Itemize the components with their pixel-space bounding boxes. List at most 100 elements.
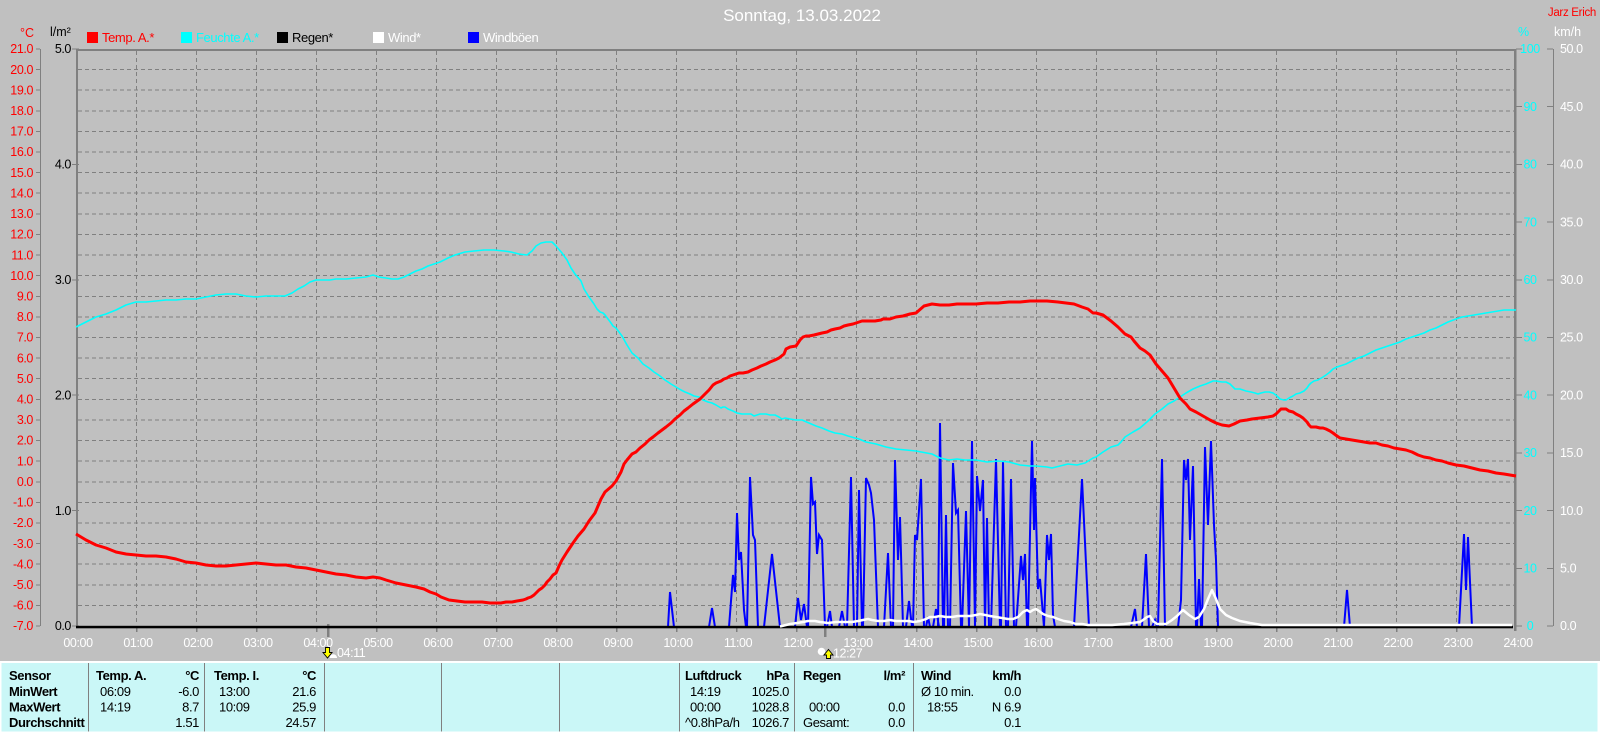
svg-text:05:00: 05:00	[363, 636, 393, 650]
svg-text:2.0: 2.0	[17, 434, 34, 448]
svg-text:30.0: 30.0	[1560, 273, 1583, 287]
svg-text:°C: °C	[20, 26, 34, 40]
svg-text:Windböen: Windböen	[483, 30, 539, 45]
svg-text:100: 100	[1520, 42, 1540, 56]
svg-text:0.0: 0.0	[888, 715, 905, 730]
svg-text:8.0: 8.0	[17, 310, 34, 324]
svg-text:40: 40	[1523, 388, 1537, 402]
svg-text:0.0: 0.0	[55, 619, 72, 633]
svg-text:13:00: 13:00	[843, 636, 873, 650]
svg-text:06:09: 06:09	[100, 684, 131, 699]
svg-text:%: %	[1518, 25, 1529, 39]
svg-text:35.0: 35.0	[1560, 215, 1583, 229]
svg-text:-5.0: -5.0	[13, 578, 33, 592]
svg-text:14:19: 14:19	[100, 700, 131, 715]
svg-text:03:00: 03:00	[243, 636, 273, 650]
svg-text:50.0: 50.0	[1560, 42, 1583, 56]
svg-text:04:00: 04:00	[303, 636, 333, 650]
svg-text:1.51: 1.51	[175, 715, 199, 730]
svg-text:15.0: 15.0	[1560, 446, 1583, 460]
svg-text:MinWert: MinWert	[9, 684, 58, 699]
svg-text:4.0: 4.0	[55, 158, 72, 172]
svg-text:25.9: 25.9	[292, 700, 316, 715]
svg-text:-4.0: -4.0	[13, 557, 33, 571]
svg-text:Temp. A.*: Temp. A.*	[102, 30, 154, 45]
svg-text:45.0: 45.0	[1560, 100, 1583, 114]
svg-text:90: 90	[1523, 100, 1537, 114]
svg-text:0.0: 0.0	[888, 700, 905, 715]
svg-text:4.0: 4.0	[17, 393, 34, 407]
svg-text:Temp. I.: Temp. I.	[214, 668, 259, 683]
svg-text:3.0: 3.0	[17, 413, 34, 427]
svg-text:19:00: 19:00	[1203, 636, 1233, 650]
svg-text:km/h: km/h	[992, 668, 1021, 683]
svg-text:19.0: 19.0	[10, 83, 33, 97]
svg-text:08:00: 08:00	[543, 636, 573, 650]
svg-text:15.0: 15.0	[10, 166, 33, 180]
svg-text:25.0: 25.0	[1560, 331, 1583, 345]
svg-text:18:55: 18:55	[927, 700, 958, 715]
svg-text:0.1: 0.1	[1004, 715, 1021, 730]
svg-text:18:00: 18:00	[1143, 636, 1173, 650]
svg-text:04:11: 04:11	[337, 646, 366, 660]
svg-text:l/m²: l/m²	[50, 25, 71, 39]
svg-text:24:00: 24:00	[1503, 636, 1533, 650]
svg-text:^0.8hPa/h: ^0.8hPa/h	[685, 715, 740, 730]
svg-text:20.0: 20.0	[1560, 388, 1583, 402]
svg-text:12.0: 12.0	[10, 228, 33, 242]
svg-text:Wind*: Wind*	[388, 30, 421, 45]
svg-text:30: 30	[1523, 446, 1537, 460]
svg-text:Regen: Regen	[803, 668, 841, 683]
svg-text:N 6.9: N 6.9	[992, 700, 1021, 715]
svg-text:00:00: 00:00	[63, 636, 93, 650]
svg-text:-7.0: -7.0	[13, 619, 33, 633]
svg-text:8.7: 8.7	[182, 700, 199, 715]
svg-text:-6.0: -6.0	[178, 684, 199, 699]
svg-text:40.0: 40.0	[1560, 158, 1583, 172]
svg-text:0.0: 0.0	[1560, 619, 1577, 633]
svg-text:7.0: 7.0	[17, 331, 34, 345]
svg-text:3.0: 3.0	[55, 273, 72, 287]
svg-text:10.0: 10.0	[10, 269, 33, 283]
svg-text:70: 70	[1523, 215, 1537, 229]
svg-text:9.0: 9.0	[17, 290, 34, 304]
svg-text:21.0: 21.0	[10, 42, 33, 56]
svg-text:l/m²: l/m²	[883, 668, 906, 683]
svg-text:°C: °C	[185, 668, 200, 683]
svg-text:60: 60	[1523, 273, 1537, 287]
svg-text:MaxWert: MaxWert	[9, 700, 61, 715]
svg-text:21.6: 21.6	[292, 684, 316, 699]
svg-text:5.0: 5.0	[55, 42, 72, 56]
svg-text:Ø 10 min.: Ø 10 min.	[921, 684, 974, 699]
svg-text:09:00: 09:00	[603, 636, 633, 650]
svg-text:16:00: 16:00	[1023, 636, 1053, 650]
svg-text:17.0: 17.0	[10, 125, 33, 139]
svg-text:11.0: 11.0	[11, 248, 33, 262]
svg-text:Feuchte A.*: Feuchte A.*	[196, 30, 259, 45]
svg-text:Jarz Erich: Jarz Erich	[1548, 7, 1596, 19]
svg-text:20.0: 20.0	[10, 63, 33, 77]
svg-text:01:00: 01:00	[123, 636, 153, 650]
svg-text:Luftdruck: Luftdruck	[685, 668, 743, 683]
svg-text:10:09: 10:09	[219, 700, 250, 715]
svg-text:13.0: 13.0	[10, 207, 33, 221]
svg-text:0.0: 0.0	[1004, 684, 1021, 699]
svg-text:80: 80	[1523, 158, 1537, 172]
svg-text:1028.8: 1028.8	[752, 700, 790, 715]
svg-text:10: 10	[1523, 562, 1537, 576]
svg-text:5.0: 5.0	[1560, 562, 1577, 576]
svg-text:1.0: 1.0	[55, 504, 72, 518]
svg-text:14:00: 14:00	[903, 636, 933, 650]
svg-text:16.0: 16.0	[10, 145, 33, 159]
svg-text:-1.0: -1.0	[13, 496, 33, 510]
svg-text:Regen*: Regen*	[292, 30, 333, 45]
svg-text:Temp. A.: Temp. A.	[96, 668, 146, 683]
svg-text:-6.0: -6.0	[13, 599, 33, 613]
svg-text:07:00: 07:00	[483, 636, 513, 650]
svg-text:24.57: 24.57	[285, 715, 316, 730]
svg-text:15:00: 15:00	[963, 636, 993, 650]
svg-text:14.0: 14.0	[10, 186, 33, 200]
svg-text:10.0: 10.0	[1560, 504, 1583, 518]
svg-text:12:27: 12:27	[833, 647, 863, 661]
svg-text:5.0: 5.0	[17, 372, 34, 386]
